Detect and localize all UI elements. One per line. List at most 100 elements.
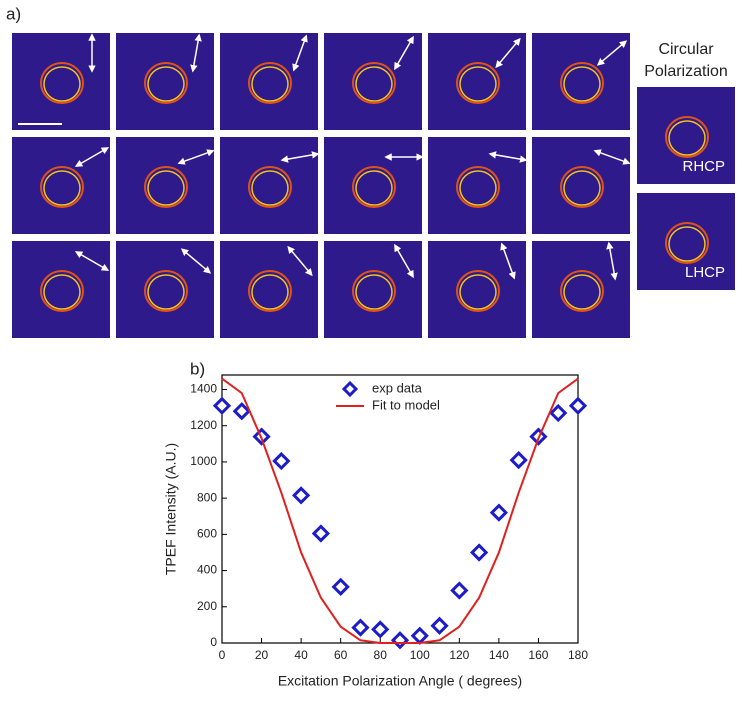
ring [560,270,604,312]
ring [668,120,706,156]
ring [144,166,188,208]
x-tick-label: 180 [568,648,588,662]
polarization-arrow [394,243,414,279]
ring [459,274,497,310]
ring [668,226,706,262]
fit-line [221,377,579,644]
image-grid [12,33,735,338]
ring [560,166,604,208]
data-point [272,451,291,471]
panel-label: b) [190,359,205,378]
ring [248,166,292,208]
image-tile [220,33,318,130]
ring [147,66,185,102]
image-tile [324,241,422,338]
polarization-arrow [495,37,521,69]
y-tick-label: 0 [210,635,217,649]
image-tile [12,33,110,130]
data-point [291,486,311,505]
y-tick-label: 1200 [190,418,217,432]
polarization-arrow [488,151,528,163]
data-point [430,616,449,635]
image-tile [116,137,214,234]
ring [665,222,709,264]
ring [355,66,393,102]
x-tick-label: 20 [255,648,269,662]
ring [43,66,81,102]
ring [352,166,396,208]
ring [456,166,500,208]
x-tick-label: 60 [334,648,348,662]
x-tick-label: 120 [449,648,469,662]
legend-swatch [341,380,359,398]
image-tile [532,241,630,338]
image-tile [428,137,526,234]
circular-title: Polarization [644,63,728,80]
x-tick-label: 140 [489,648,509,662]
ring [147,170,185,206]
ring [560,62,604,104]
data-point [371,620,390,639]
panel-label: a) [6,4,21,23]
data-point [410,626,429,645]
ring [248,270,292,312]
image-tile [428,241,526,338]
ring [43,170,81,206]
plot-frame [221,374,579,644]
polarization-arrow [180,248,212,274]
ring [40,166,84,208]
image-tile [637,87,735,184]
ring [352,270,396,312]
ring [456,270,500,312]
ring [40,270,84,312]
x-tick-label: 100 [410,648,430,662]
image-tile [324,137,422,234]
polarization-arrow [74,251,110,271]
image-tile [532,137,630,234]
data-point [311,524,331,543]
y-tick-label: 800 [197,490,217,504]
data-point [450,581,469,600]
data-point [331,577,350,596]
ring [563,170,601,206]
data-point [568,396,588,415]
image-tile [532,33,630,130]
tile-label: RHCP [682,158,725,175]
data-point [489,503,509,522]
image-tile [220,241,318,338]
polarization-arrow [292,34,308,72]
ring [459,66,497,102]
polarization-arrow [394,35,414,71]
ring [248,62,292,104]
data-point [509,450,528,470]
polarization-arrow [280,151,320,163]
ring [43,274,81,310]
ring [40,62,84,104]
ring [355,274,393,310]
ring [144,270,188,312]
tile-label: LHCP [685,264,725,281]
polarization-arrow [287,245,313,277]
polarization-arrow [593,149,631,165]
data-point [469,543,489,562]
polarization-arrow [74,147,110,167]
y-axis-label: TPEF Intensity (A.U.) [163,443,179,575]
polarization-arrow [500,242,516,280]
legend-label: Fit to model [372,397,440,412]
image-tile [428,33,526,130]
ring [147,274,185,310]
ring [563,66,601,102]
ring [251,170,289,206]
x-tick-label: 160 [528,648,548,662]
data-point [549,403,568,423]
ring [355,170,393,206]
y-tick-label: 400 [197,563,217,577]
x-tick-label: 40 [294,648,308,662]
image-tile [116,241,214,338]
x-tick-label: 80 [374,648,388,662]
legend-label: exp data [372,380,423,395]
ring [251,66,289,102]
image-tile [12,137,110,234]
ring [251,274,289,310]
